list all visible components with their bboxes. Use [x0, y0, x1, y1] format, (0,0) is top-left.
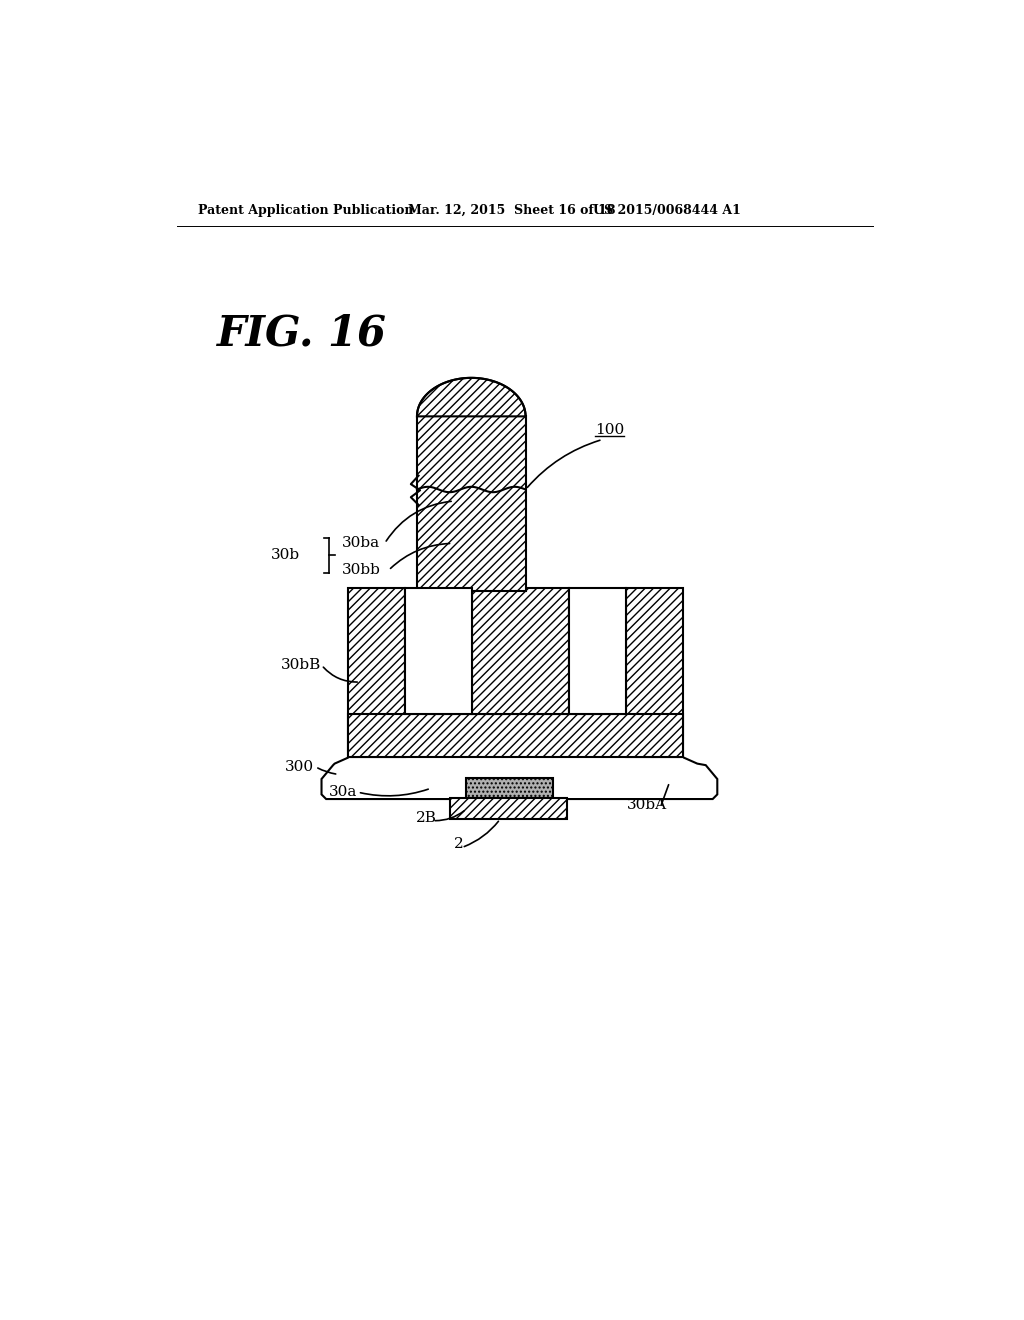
Text: Mar. 12, 2015  Sheet 16 of 18: Mar. 12, 2015 Sheet 16 of 18: [408, 205, 615, 218]
Text: 300: 300: [285, 760, 313, 774]
FancyArrowPatch shape: [317, 768, 336, 774]
FancyArrowPatch shape: [435, 810, 464, 821]
Bar: [406, 589, 472, 714]
FancyArrowPatch shape: [464, 821, 499, 846]
FancyArrowPatch shape: [386, 502, 452, 541]
Text: 30bA: 30bA: [628, 799, 668, 812]
Bar: [626, 589, 683, 758]
Bar: [348, 589, 406, 758]
Text: 100: 100: [595, 424, 624, 437]
Bar: [417, 416, 525, 591]
Text: 30a: 30a: [330, 785, 357, 799]
Text: 30b: 30b: [270, 548, 300, 562]
Text: FIG. 16: FIG. 16: [217, 313, 387, 354]
Bar: [472, 589, 569, 714]
Text: 30bb: 30bb: [342, 564, 381, 577]
Text: Patent Application Publication: Patent Application Publication: [199, 205, 414, 218]
Bar: [569, 589, 626, 714]
Text: 2: 2: [454, 837, 464, 850]
Bar: [466, 779, 553, 797]
Text: 30ba: 30ba: [342, 536, 381, 550]
FancyArrowPatch shape: [360, 789, 428, 796]
FancyArrowPatch shape: [390, 544, 450, 569]
Text: US 2015/0068444 A1: US 2015/0068444 A1: [593, 205, 740, 218]
Polygon shape: [322, 758, 717, 799]
Text: 30bB: 30bB: [281, 659, 321, 672]
FancyArrowPatch shape: [527, 441, 600, 487]
Text: 2B: 2B: [416, 810, 436, 825]
Bar: [451, 797, 567, 818]
Bar: [348, 714, 683, 758]
Polygon shape: [417, 378, 525, 416]
FancyArrowPatch shape: [662, 784, 669, 805]
FancyArrowPatch shape: [324, 667, 357, 682]
